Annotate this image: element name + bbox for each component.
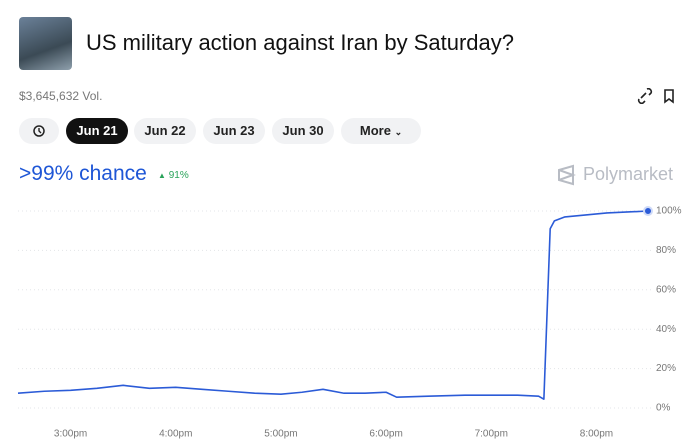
market-title: US military action against Iran by Satur…: [86, 30, 514, 55]
y-tick-label: 60%: [656, 284, 676, 295]
line: [17, 210, 649, 400]
more-tab[interactable]: More ⌄: [341, 118, 421, 144]
chance: >99% chance: [19, 162, 147, 185]
history-button[interactable]: [19, 118, 59, 144]
y-tick-label: 0%: [656, 403, 671, 414]
market-image: [19, 17, 72, 70]
history-icon: [33, 125, 45, 137]
x-tick-label: 7:00pm: [475, 429, 508, 439]
change: ▲ 91%: [158, 170, 189, 181]
date-tab[interactable]: Jun 30: [272, 118, 334, 144]
chart: 0% 20% 40% 60% 80% 100% 3:00pm 4:00pm 5:00pm 6:00…: [17, 206, 682, 439]
y-tick-label: 80%: [656, 245, 676, 256]
action-icons[interactable]: [636, 88, 676, 104]
volume: $3,645,632 Vol.: [19, 89, 103, 103]
x-tick-label: 3:00pm: [54, 429, 87, 439]
date-tab[interactable]: Jun 23: [203, 118, 265, 144]
end-point: [643, 206, 653, 216]
brand-logo: [558, 164, 576, 186]
y-tick-label: 100%: [656, 206, 682, 217]
change-value: 91%: [168, 170, 189, 181]
date-tab[interactable]: Jun 22: [134, 118, 196, 144]
brand: Polymarket: [583, 164, 674, 184]
y-tick-label: 20%: [656, 363, 676, 374]
x-tick-label: 6:00pm: [369, 429, 402, 439]
x-tick-label: 8:00pm: [580, 429, 613, 439]
date-tab[interactable]: Jun 21: [66, 118, 128, 144]
more-label: More: [359, 123, 391, 138]
x-tick-label: 4:00pm: [159, 429, 192, 439]
y-tick-label: 40%: [656, 324, 676, 335]
x-tick-label: 5:00pm: [264, 429, 297, 439]
chevron: ⌄: [394, 127, 403, 137]
